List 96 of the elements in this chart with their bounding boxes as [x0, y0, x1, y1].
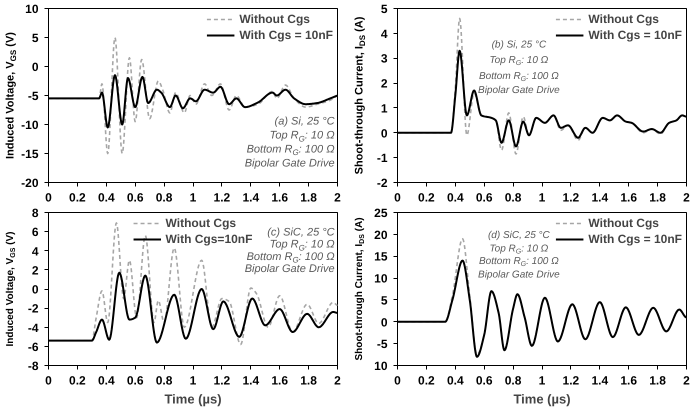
- y-tick-label: -5: [376, 337, 388, 352]
- y-tick-label: -2: [376, 176, 388, 190]
- y-tick-label: 3: [380, 52, 388, 66]
- annotation: (d) SiC, 25 °C: [488, 230, 551, 241]
- x-axis-title: Time (µs): [513, 392, 571, 406]
- x-tick-label: 1: [190, 190, 197, 204]
- y-tick-label: 10: [374, 272, 388, 286]
- legend-label: With Cgs=10nF: [166, 232, 252, 246]
- x-tick-label: 2: [334, 374, 342, 388]
- x-tick-label: 0.2: [418, 190, 436, 204]
- y-tick-label: 20: [374, 228, 388, 242]
- y-tick-label: 8: [32, 206, 39, 220]
- x-tick-label: 0: [45, 374, 52, 388]
- x-tick-label: 0.2: [418, 374, 436, 388]
- y-tick-label: 0: [380, 126, 388, 140]
- y-tick-label: 5: [32, 31, 39, 45]
- x-tick-label: 2: [683, 374, 690, 388]
- x-tick-label: 1.2: [562, 190, 580, 204]
- y-tick-label: 0: [32, 60, 39, 74]
- y-tick-label: -5: [28, 89, 39, 103]
- legend-label: Without Cgs: [239, 12, 310, 26]
- annotation: (b) Si, 25 °C: [492, 40, 547, 51]
- y-tick-label: 0: [32, 282, 39, 296]
- x-tick-label: 1.4: [591, 374, 608, 388]
- y-tick-label: 15: [374, 250, 388, 264]
- x-tick-label: 0: [45, 190, 52, 204]
- y-tick-label: 2: [32, 263, 39, 278]
- y-tick-label: 0: [380, 315, 388, 330]
- y-tick-label: 1: [380, 101, 388, 116]
- x-tick-label: 1.6: [271, 374, 288, 388]
- x-tick-label: 0.8: [504, 374, 522, 388]
- x-tick-label: 0.8: [156, 190, 173, 204]
- x-tick-label: 1: [190, 374, 197, 388]
- legend-label: Without Cgs: [588, 12, 659, 26]
- x-tick-label: 0.4: [446, 190, 464, 204]
- y-tick-label: -4: [28, 320, 39, 335]
- x-tick-label: 2: [683, 190, 690, 204]
- legend-label: With Cgs = 10nF: [588, 28, 682, 42]
- y-tick-label: 10: [25, 2, 39, 16]
- x-tick-label: 0.6: [126, 190, 144, 204]
- y-axis-title: Induced Voltage, VGS (V): [4, 32, 18, 159]
- x-tick-label: 1.4: [242, 190, 260, 204]
- x-tick-label: 0.8: [504, 190, 522, 204]
- x-tick-label: 1.6: [620, 190, 638, 204]
- annotation: Bipolar Gate Drive: [244, 157, 335, 170]
- x-tick-label: 1: [538, 190, 546, 204]
- y-tick-label: -8: [28, 359, 39, 373]
- y-tick-label: -15: [21, 147, 39, 161]
- annotation: (a) Si, 25 °C: [274, 116, 335, 128]
- y-tick-label: -20: [21, 176, 39, 190]
- legend-label: With Cgs = 10nF: [239, 28, 333, 42]
- y-tick-label: 4: [380, 26, 388, 41]
- x-tick-label: 0.4: [98, 374, 115, 388]
- y-tick-label: 2: [380, 76, 388, 91]
- x-tick-label: 1.8: [649, 190, 666, 204]
- x-tick-label: 0.6: [476, 374, 493, 388]
- y-tick-label: 5: [380, 293, 388, 308]
- legend-label: Without Cgs: [166, 216, 236, 230]
- x-tick-label: 1.4: [591, 190, 608, 204]
- annotation: (c) SiC, 25 °C: [267, 226, 335, 238]
- y-tick-label: 10: [374, 359, 388, 373]
- x-axis-title: Time (µs): [164, 392, 222, 406]
- x-tick-label: 1.6: [620, 374, 638, 388]
- y-tick-label: -2: [28, 302, 39, 316]
- x-tick-label: 1.8: [300, 190, 318, 204]
- y-tick-label: 6: [32, 225, 39, 240]
- annotation: Bipolar Gate Drive: [478, 84, 560, 96]
- x-tick-label: 0.2: [69, 190, 86, 204]
- x-tick-label: 1: [538, 374, 546, 388]
- x-tick-label: 1.4: [242, 374, 260, 388]
- x-tick-label: 0.6: [476, 190, 493, 204]
- y-tick-label: 25: [374, 206, 388, 220]
- y-tick-label: 4: [32, 244, 39, 258]
- annotation: Bipolar Gate Drive: [244, 263, 335, 276]
- y-tick-label: -6: [28, 340, 39, 354]
- x-tick-label: 1.2: [214, 374, 231, 388]
- y-tick-label: -10: [21, 118, 39, 132]
- x-tick-label: 0.4: [98, 190, 115, 204]
- x-tick-label: 0: [394, 374, 402, 388]
- legend-label: With Cgs = 10nF: [588, 232, 682, 246]
- x-tick-label: 0.2: [69, 374, 86, 388]
- y-tick-label: -1: [376, 151, 388, 166]
- x-tick-label: 0.8: [156, 374, 173, 388]
- x-tick-label: 1.2: [562, 374, 580, 388]
- x-tick-label: 1.2: [214, 190, 231, 204]
- annotation: Bipolar Gate Drive: [478, 270, 560, 281]
- x-tick-label: 1.8: [649, 374, 666, 388]
- x-tick-label: 2: [334, 190, 342, 204]
- y-tick-label: 5: [380, 2, 388, 16]
- x-tick-label: 0.6: [126, 374, 144, 388]
- x-tick-label: 1.8: [300, 374, 318, 388]
- x-tick-label: 1.6: [271, 190, 288, 204]
- x-tick-label: 0.4: [446, 374, 464, 388]
- legend-label: Without Cgs: [588, 216, 659, 230]
- x-tick-label: 0: [394, 190, 402, 204]
- y-axis-title: Shoot-through Current, IDS (A): [353, 16, 368, 174]
